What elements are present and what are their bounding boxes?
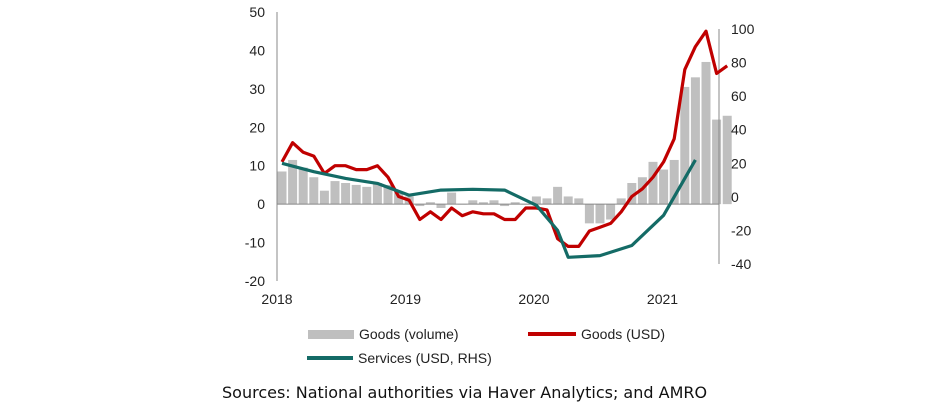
bar-goods-volume bbox=[468, 200, 478, 205]
bar-goods-volume bbox=[436, 204, 446, 208]
bar-goods-volume bbox=[542, 198, 552, 205]
left-tick-label: 10 bbox=[249, 158, 265, 174]
legend-item-goods-volume: Goods (volume) bbox=[308, 326, 459, 342]
bar-goods-volume bbox=[680, 86, 690, 205]
bar-goods-volume bbox=[616, 198, 626, 205]
bar-goods-volume bbox=[341, 183, 351, 205]
legend-swatch-bar-icon bbox=[308, 329, 354, 339]
bar-goods-volume bbox=[722, 115, 732, 205]
legend-label: Goods (USD) bbox=[581, 326, 666, 342]
bar-goods-volume bbox=[584, 204, 594, 224]
x-tick-label: 2019 bbox=[390, 291, 421, 307]
right-tick-label: 0 bbox=[731, 189, 739, 205]
axes bbox=[276, 12, 720, 281]
legend-item-goods-usd: Goods (USD) bbox=[528, 326, 665, 342]
legend-label: Goods (volume) bbox=[359, 326, 459, 342]
bar-goods-volume bbox=[415, 204, 425, 207]
right-tick-label: 40 bbox=[731, 122, 747, 138]
x-tick-label: 2020 bbox=[518, 291, 549, 307]
bar-goods-volume bbox=[319, 190, 329, 205]
line-services-usd bbox=[281, 159, 697, 259]
bar-goods-volume bbox=[288, 159, 298, 205]
bar-goods-volume bbox=[447, 192, 457, 205]
bar-goods-volume bbox=[500, 204, 510, 207]
bar-goods-volume bbox=[330, 181, 340, 205]
x-tick-label: 2021 bbox=[647, 291, 678, 307]
left-tick-label: 20 bbox=[249, 119, 265, 135]
x-tick-label: 2018 bbox=[261, 291, 292, 307]
right-tick-label: -20 bbox=[731, 222, 751, 238]
left-tick-label: -10 bbox=[245, 235, 265, 251]
bar-goods-volume bbox=[277, 171, 287, 205]
bar-goods-volume bbox=[574, 198, 584, 205]
bar-goods-volume bbox=[701, 61, 711, 205]
bar-goods-volume bbox=[394, 192, 404, 205]
bar-goods-volume bbox=[309, 177, 319, 205]
left-tick-label: 0 bbox=[257, 196, 265, 212]
series-lines bbox=[280, 29, 729, 259]
bar-goods-volume bbox=[372, 183, 382, 205]
bar-goods-volume bbox=[648, 161, 658, 205]
left-tick-label: 50 bbox=[249, 4, 265, 20]
bar-goods-volume bbox=[425, 202, 435, 205]
legend-swatch-line-icon bbox=[307, 356, 353, 360]
bar-goods-volume bbox=[669, 159, 679, 205]
source-note: Sources: National authorities via Haver … bbox=[222, 383, 708, 402]
bar-goods-volume bbox=[563, 196, 573, 205]
legend-label: Services (USD, RHS) bbox=[358, 350, 492, 366]
bar-goods-volume bbox=[606, 204, 616, 220]
goods-volume-bars bbox=[277, 61, 732, 224]
bar-goods-volume bbox=[362, 186, 372, 205]
legend-item-services-usd: Services (USD, RHS) bbox=[307, 350, 492, 366]
left-tick-label: -20 bbox=[245, 273, 265, 289]
right-tick-label: 80 bbox=[731, 55, 747, 71]
line-goods-usd bbox=[280, 29, 729, 248]
bar-goods-volume bbox=[478, 202, 488, 205]
bar-goods-volume bbox=[690, 77, 700, 205]
left-tick-label: 30 bbox=[249, 81, 265, 97]
bar-goods-volume bbox=[298, 167, 308, 205]
left-tick-label: 40 bbox=[249, 42, 265, 58]
right-tick-label: 60 bbox=[731, 88, 747, 104]
bar-goods-volume bbox=[531, 196, 541, 205]
legend-swatch-line-icon bbox=[528, 332, 576, 336]
bar-goods-volume bbox=[553, 186, 563, 205]
bar-goods-volume bbox=[712, 119, 722, 205]
bar-goods-volume bbox=[659, 169, 669, 205]
bar-goods-volume bbox=[510, 202, 520, 205]
bar-goods-volume bbox=[383, 184, 393, 205]
bar-goods-volume bbox=[489, 200, 499, 205]
right-tick-label: 100 bbox=[731, 21, 755, 37]
bar-goods-volume bbox=[351, 184, 361, 205]
right-tick-label: -40 bbox=[731, 256, 751, 272]
right-tick-label: 20 bbox=[731, 155, 747, 171]
bar-goods-volume bbox=[595, 204, 605, 224]
bar-goods-volume bbox=[627, 183, 637, 205]
